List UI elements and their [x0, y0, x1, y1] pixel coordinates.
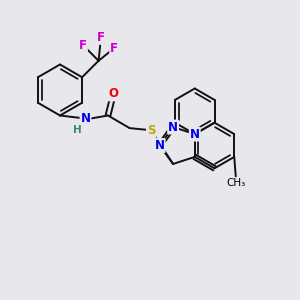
Text: CH₃: CH₃: [226, 178, 245, 188]
Text: F: F: [97, 31, 105, 44]
Text: F: F: [110, 42, 118, 55]
Text: N: N: [80, 112, 91, 125]
Text: N: N: [168, 121, 178, 134]
Text: H: H: [73, 125, 82, 135]
Text: F: F: [79, 39, 87, 52]
Text: N: N: [190, 128, 200, 141]
Text: N: N: [155, 139, 165, 152]
Text: S: S: [147, 124, 155, 137]
Text: O: O: [108, 87, 118, 101]
